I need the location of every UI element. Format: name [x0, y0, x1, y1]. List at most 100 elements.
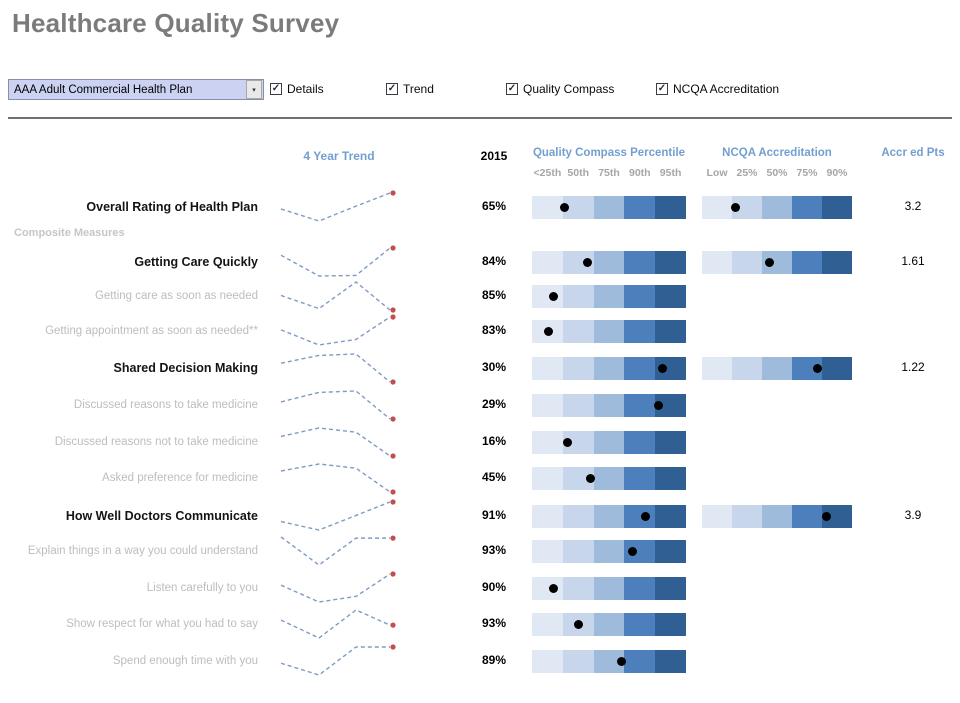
score-value: 90%	[481, 580, 507, 594]
score-value: 93%	[481, 616, 507, 630]
trend-sparkline	[280, 190, 396, 222]
trend-endpoint-dot	[390, 453, 396, 459]
measure-label: Discussed reasons not to take medicine	[54, 436, 258, 448]
bar-segment	[624, 466, 656, 490]
bar-segment	[593, 356, 625, 380]
score-value: 29%	[481, 397, 507, 411]
bar-segment	[532, 466, 563, 490]
checkbox-checked-icon[interactable]: ✓	[386, 83, 398, 95]
bar-segment	[562, 284, 594, 308]
percentile-dot	[730, 202, 740, 212]
checkbox-details[interactable]: ✓ Details	[270, 82, 324, 96]
bar-segment	[532, 356, 563, 380]
percentile-dot	[627, 546, 637, 556]
divider-line	[8, 117, 952, 119]
bar-segment	[532, 539, 563, 563]
quality-compass-bar	[532, 250, 686, 274]
bar-segment	[624, 250, 656, 274]
ncqa-accreditation-bar	[702, 195, 852, 219]
bar-segment	[655, 356, 686, 380]
bar-segment	[702, 504, 732, 528]
trend-endpoint-dot	[390, 499, 396, 505]
trend-endpoint-dot	[390, 644, 396, 650]
bar-segment	[562, 576, 594, 600]
score-value: 30%	[481, 360, 507, 374]
bar-segment	[655, 430, 686, 454]
bar-segment	[655, 195, 686, 219]
axis-tick-label: 90th	[628, 167, 651, 179]
checkbox-checked-icon[interactable]: ✓	[270, 83, 282, 95]
measure-label: Getting Care Quickly	[134, 255, 258, 269]
bar-segment	[532, 284, 563, 308]
percentile-dot	[616, 656, 626, 666]
axis-tick-label: 75th	[598, 167, 620, 179]
bar-segment	[593, 393, 625, 417]
bar-segment	[655, 649, 686, 673]
quality-compass-bar	[532, 319, 686, 343]
trend-endpoint-dot	[390, 190, 396, 196]
bar-segment	[562, 539, 594, 563]
bar-segment	[562, 356, 594, 380]
bar-segment	[762, 504, 792, 528]
percentile-dot	[582, 257, 592, 267]
bar-segment	[593, 195, 625, 219]
trend-sparkline	[280, 644, 396, 676]
column-header-accred-pts: Accr ed Pts	[881, 147, 945, 159]
axis-tick-label: 95th	[659, 167, 682, 179]
bar-segment	[532, 576, 563, 600]
checkbox-quality-compass[interactable]: ✓ Quality Compass	[506, 82, 614, 96]
quality-compass-bar	[532, 393, 686, 417]
column-header-trend: 4 Year Trend	[303, 149, 375, 163]
column-header-ncqa: NCQA Accreditation	[722, 147, 832, 159]
checkbox-checked-icon[interactable]: ✓	[506, 83, 518, 95]
bar-segment	[532, 393, 563, 417]
bar-segment	[532, 195, 563, 219]
accred-points-value: 1.61	[901, 254, 925, 268]
bar-segment	[593, 504, 625, 528]
measure-label: Show respect for what you had to say	[66, 618, 258, 630]
bar-segment	[822, 250, 852, 274]
trend-sparkline	[280, 281, 396, 313]
measure-label: Listen carefully to you	[146, 582, 258, 594]
bar-segment	[593, 466, 625, 490]
bar-segment	[532, 504, 563, 528]
trend-sparkline	[280, 427, 396, 459]
bar-segment	[822, 504, 852, 528]
trend-endpoint-dot	[390, 307, 396, 313]
trend-sparkline	[280, 463, 396, 495]
quality-compass-bar	[532, 284, 686, 308]
measure-label: Spend enough time with you	[112, 655, 258, 667]
quality-compass-bar	[532, 612, 686, 636]
score-value: 93%	[481, 543, 507, 557]
trend-sparkline	[280, 609, 396, 639]
quality-compass-axis: <25th 50th 75th 90th 95th	[532, 167, 686, 179]
checkbox-ncqa-accreditation[interactable]: ✓ NCQA Accreditation	[656, 82, 779, 96]
checkbox-checked-icon[interactable]: ✓	[656, 83, 668, 95]
bar-segment	[624, 576, 656, 600]
accred-points-value: 3.9	[904, 508, 922, 522]
quality-compass-bar	[532, 466, 686, 490]
quality-compass-bar	[532, 649, 686, 673]
bar-segment	[655, 576, 686, 600]
bar-segment	[593, 430, 625, 454]
checkbox-trend[interactable]: ✓ Trend	[386, 82, 434, 96]
bar-segment	[655, 504, 686, 528]
trend-sparkline	[280, 353, 396, 385]
bar-segment	[655, 284, 686, 308]
trend-endpoint-dot	[390, 535, 396, 541]
bar-segment	[562, 250, 594, 274]
trend-sparkline	[280, 314, 396, 346]
dropdown-arrow-icon[interactable]: ▾	[246, 80, 262, 99]
percentile-dot	[641, 511, 651, 521]
bar-segment	[624, 284, 656, 308]
plan-selector[interactable]: AAA Adult Commercial Health Plan ▾	[8, 79, 264, 100]
checkbox-label: Quality Compass	[523, 82, 615, 96]
quality-compass-bar	[532, 576, 686, 600]
trend-sparkline	[280, 390, 396, 422]
trend-sparkline	[280, 535, 396, 566]
measure-label: Getting care as soon as needed	[94, 290, 258, 302]
bar-segment	[624, 539, 656, 563]
score-value: 84%	[481, 254, 507, 268]
bar-segment	[762, 195, 792, 219]
